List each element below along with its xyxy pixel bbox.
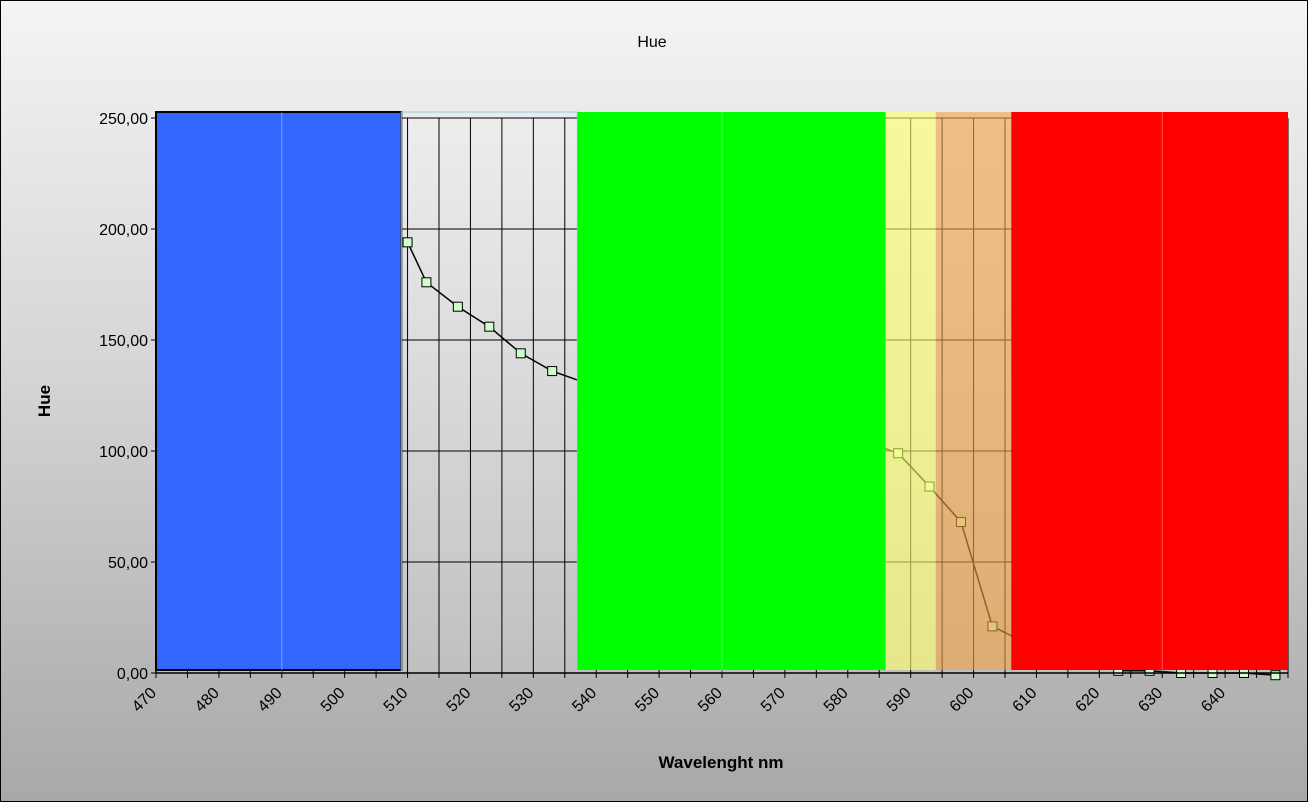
y-tick-label: 200,00	[99, 222, 148, 239]
x-tick-label: 590	[884, 685, 915, 716]
color-band	[577, 112, 886, 670]
x-tick-label: 560	[695, 685, 726, 716]
data-point	[452, 301, 463, 312]
color-band	[155, 111, 403, 671]
x-tick-label: 540	[569, 685, 600, 716]
x-tick-label: 530	[506, 685, 537, 716]
x-tick-label: 480	[192, 685, 223, 716]
x-tick-label: 610	[1010, 685, 1041, 716]
data-point	[1270, 670, 1281, 681]
y-tick-label: 100,00	[99, 444, 148, 461]
x-tick-label: 620	[1072, 685, 1103, 716]
x-tick-label: 630	[1135, 685, 1166, 716]
x-tick-label: 580	[821, 685, 852, 716]
color-band	[1011, 112, 1288, 670]
y-tick-label: 0,00	[117, 666, 148, 683]
y-tick-label: 150,00	[99, 333, 148, 350]
x-tick-label: 550	[632, 685, 663, 716]
x-axis-label: Wavelenght nm	[659, 753, 784, 772]
data-point	[484, 321, 495, 332]
x-tick-label: 470	[129, 685, 160, 716]
x-tick-label: 640	[1198, 685, 1229, 716]
data-point	[515, 348, 526, 359]
y-axis-label: Hue	[35, 385, 54, 417]
color-band	[885, 112, 936, 670]
x-tick-label: 490	[255, 685, 286, 716]
x-tick-label: 510	[381, 685, 412, 716]
plot-area: 0,00 50,00 100,00 150,00 200,00 250,00 470 480 4…	[99, 111, 1289, 716]
chart-title: Hue	[637, 34, 666, 51]
color-band	[935, 112, 1012, 670]
data-point	[421, 277, 432, 288]
x-tick-label: 520	[444, 685, 475, 716]
x-tick-label: 500	[318, 685, 349, 716]
data-point	[402, 237, 413, 248]
y-tick-label: 250,00	[99, 111, 148, 128]
x-tick-label: 570	[758, 685, 789, 716]
x-tick-label: 600	[947, 685, 978, 716]
data-point	[547, 366, 558, 377]
y-tick-label: 50,00	[108, 555, 148, 572]
